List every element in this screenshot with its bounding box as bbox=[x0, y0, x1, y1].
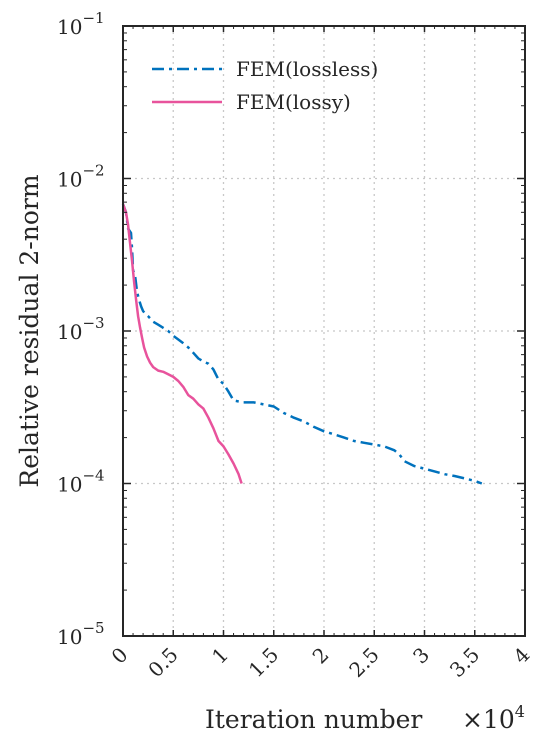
y-tick-exponent: −3 bbox=[82, 314, 104, 332]
x-tick-label: 2 bbox=[308, 643, 334, 669]
y-tick-label: 10−3 bbox=[57, 314, 105, 344]
x-tick-label: 2.5 bbox=[344, 643, 383, 682]
x-tick-label: 0 bbox=[107, 643, 133, 669]
x-tick-label: 3 bbox=[408, 643, 434, 669]
x-tick-label: 0.5 bbox=[143, 643, 182, 682]
x-tick-label: 1 bbox=[207, 643, 233, 669]
x-tick-label: 3.5 bbox=[445, 643, 484, 682]
legend-label-lossless: FEM(lossless) bbox=[236, 57, 378, 81]
y-axis-label: Relative residual 2-norm bbox=[15, 174, 44, 487]
x-tick-labels: 0 0.5 1 1.5 2 2.5 3 3.5 4 bbox=[107, 643, 535, 682]
y-tick-base: 10 bbox=[57, 15, 82, 39]
legend-label-lossy: FEM(lossy) bbox=[236, 90, 351, 114]
x-axis-multiplier: ×104 bbox=[462, 702, 525, 734]
y-tick-exponent: −5 bbox=[82, 619, 104, 637]
y-tick-exponent: −4 bbox=[82, 467, 104, 485]
y-tick-label: 10−1 bbox=[57, 9, 105, 39]
y-tick-base: 10 bbox=[57, 473, 82, 497]
y-tick-exponent: −1 bbox=[82, 9, 104, 27]
legend: FEM(lossless) FEM(lossy) bbox=[152, 57, 378, 114]
x-tick-label: 4 bbox=[509, 643, 535, 669]
y-tick-label: 10−2 bbox=[57, 162, 105, 192]
tick-marks bbox=[122, 25, 526, 637]
y-tick-base: 10 bbox=[57, 168, 82, 192]
x-axis-label: Iteration number bbox=[205, 705, 422, 734]
y-tick-label: 10−5 bbox=[57, 619, 105, 649]
y-tick-base: 10 bbox=[57, 625, 82, 649]
y-tick-base: 10 bbox=[57, 320, 82, 344]
y-tick-exponent: −2 bbox=[82, 162, 104, 180]
x-multiplier-base: ×10 bbox=[462, 705, 515, 734]
y-tick-labels: 10−510−410−310−210−1 bbox=[57, 9, 105, 649]
x-tick-label: 1.5 bbox=[244, 643, 283, 682]
series-line-lossy bbox=[121, 203, 243, 484]
y-tick-label: 10−4 bbox=[57, 467, 105, 497]
series-group bbox=[121, 203, 483, 485]
grid bbox=[123, 26, 525, 636]
series-line-lossless bbox=[121, 203, 483, 485]
x-multiplier-exponent: 4 bbox=[515, 702, 525, 721]
